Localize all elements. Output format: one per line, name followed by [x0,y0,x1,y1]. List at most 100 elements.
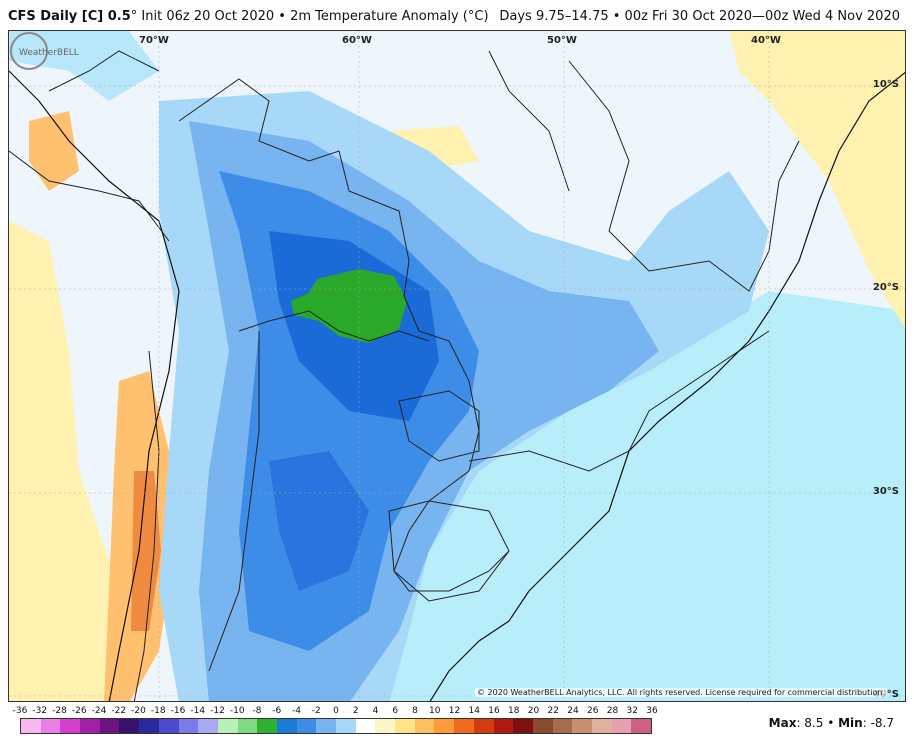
colorbar-swatch [119,719,140,733]
lat-label-20s: 20°S [872,282,899,293]
graticule [9,31,905,701]
country-borders [9,50,800,701]
colorbar-swatch [21,719,41,733]
northeast-warm-area [729,31,905,328]
colorbar-swatch [198,719,218,733]
lon-label-60w: 60°W [342,35,372,46]
colorbar-tick-label: 26 [587,706,599,716]
colorbar-swatch [60,719,81,733]
min-label: Min [838,716,863,730]
header: CFS Daily [C] 0.5° Init 06z 20 Oct 2020 … [0,0,914,30]
colorbar-tick-label: 36 [646,706,658,716]
colorbar-tick-label: 6 [392,706,399,716]
max-min-stats: Max: 8.5 • Min: -8.7 [769,716,894,730]
lon-label-50w: 50°W [547,35,577,46]
coastline [9,70,905,701]
colorbar-swatch [80,719,100,733]
pacific-warm-area [9,221,129,701]
colorbar-swatch [217,719,238,733]
colorbar-tick-label: -18 [150,706,166,716]
peru-warm-patch [29,111,79,191]
logo-text: WeatherBELL [19,48,79,58]
green-extreme-cold-area [291,269,407,343]
colorbar: -36 -32 -28 -26 -24 -22 -20 -18 -16 -14 -12 -10 -8 -6… [13,706,658,734]
colorbar-swatch [237,719,258,733]
colorbar-tick-label: -14 [190,706,206,716]
colorbar-swatch [552,719,573,733]
min-value: : -8.7 [862,716,894,730]
colorbar-tick-label: -32 [32,706,48,716]
max-label: Max [768,716,797,730]
colorbar-tick-label: -6 [272,706,282,716]
colorbar-tick-label: 4 [372,706,379,716]
argentina-cold-core [269,451,369,591]
colorbar-swatch [572,719,592,733]
colorbar-tick-label: 16 [488,706,500,716]
colorbar-swatch [375,719,396,733]
colorbar-swatch [336,719,356,733]
colorbar-swatch [40,719,61,733]
colorbar-swatch [257,719,277,733]
colorbar-tick-label: -16 [170,706,186,716]
colorbar-tick-label: 14 [468,706,480,716]
colorbar-tick-label: -36 [12,706,28,716]
colorbar-tick-label: 2 [352,706,359,716]
colorbar-tick-label: -2 [311,706,321,716]
andes-hot-strip [131,471,161,631]
colorbar-swatch [158,719,179,733]
colorbar-tick-label: 18 [508,706,520,716]
weatherbell-logo: WeatherBELL [10,32,79,70]
lon-label-70w: 70°W [139,35,169,46]
colorbar-tick-label: 22 [547,706,559,716]
max-value: : 8.5 [796,716,824,730]
colorbar-tick-label: -20 [131,706,146,716]
lon-label-40w: 40°W [751,35,781,46]
colorbar-tick-label: -26 [71,706,87,716]
colorbar-swatch [296,719,317,733]
colorbar-tick-label: 0 [333,706,339,716]
colorbar-tick-label: -28 [52,706,67,716]
colorbar-swatch [139,719,159,733]
colorbar-tick-label: 10 [429,706,441,716]
stats-separator: • [823,716,839,730]
lat-label-10s: 10°S [872,79,899,90]
colorbar-swatches [20,718,652,734]
anomaly-map: 70°W 60°W 50°W 40°W 10°S 20°S 30°S 40°S … [8,30,906,702]
colorbar-tick-label: -8 [252,706,262,716]
colorbar-swatch [178,719,199,733]
colorbar-tick-label: -10 [229,706,245,716]
colorbar-swatch [276,719,297,733]
colorbar-swatch [532,719,553,733]
colorbar-swatch [631,719,651,733]
colorbar-swatch [395,719,415,733]
colorbar-swatch [316,719,336,733]
ocean-cyan-area [389,291,905,701]
lat-label-30s: 30°S [872,486,899,497]
colorbar-swatch [493,719,514,733]
colorbar-swatch [99,719,120,733]
colorbar-swatch [473,719,494,733]
colorbar-swatch [414,719,435,733]
colorbar-tick-label: -12 [210,706,225,716]
colorbar-swatch [611,719,632,733]
colorbar-labels: -36 -32 -28 -26 -24 -22 -20 -18 -16 -14 -12 -10 -8 -6… [13,706,658,718]
init-info: ° Init 06z 20 Oct 2020 • 2m Temperature … [130,9,489,24]
colorbar-swatch [591,719,612,733]
colorbar-swatch [434,719,455,733]
colorbar-tick-label: 32 [626,706,638,716]
valid-period: Days 9.75–14.75 • 00z Fri 30 Oct 2020—00… [499,9,900,24]
map-title: CFS Daily [C] 0.5° Init 06z 20 Oct 2020 … [8,9,489,24]
colorbar-swatch [513,719,533,733]
colorbar-tick-label: 24 [567,706,579,716]
colorbar-swatch [355,719,376,733]
colorbar-tick-label: 12 [448,706,461,716]
copyright-credit: © 2020 WeatherBELL Analytics, LLC. All r… [475,688,887,697]
colorbar-tick-label: 8 [412,706,418,716]
map-canvas [9,31,905,701]
colorbar-tick-label: -22 [111,706,127,716]
colorbar-tick-label: 20 [527,706,540,716]
colorbar-tick-label: -4 [292,706,301,716]
colorbar-swatch [454,719,474,733]
model-name: CFS Daily [C] 0.5 [8,9,131,24]
colorbar-tick-label: -24 [91,706,107,716]
